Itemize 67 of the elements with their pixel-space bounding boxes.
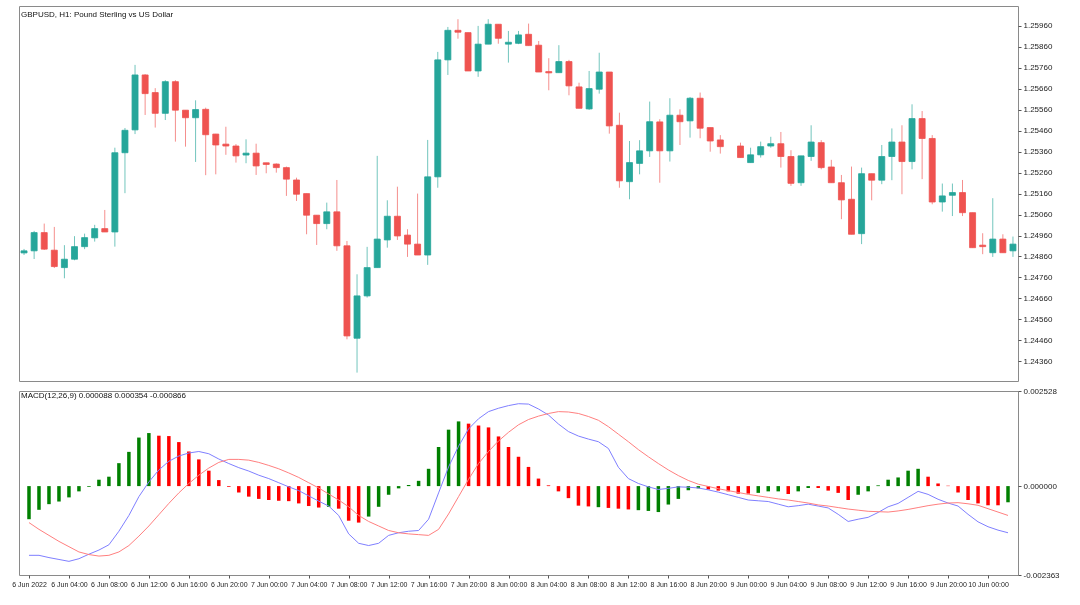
bar (856, 486, 860, 495)
y-tick-label: 1.25360 (1023, 147, 1053, 157)
bar (77, 486, 81, 492)
bar (776, 486, 780, 492)
bar (217, 480, 221, 487)
bar (157, 435, 161, 487)
y-tick-label: 1.25960 (1023, 21, 1053, 31)
bar (67, 486, 71, 498)
bar (107, 476, 111, 487)
bar (267, 486, 271, 501)
bar (207, 470, 211, 487)
bar (936, 483, 940, 487)
bar (27, 486, 31, 520)
chart-title: GBPUSD, H1: Pound Sterling vs US Dollar (21, 10, 174, 19)
y-tick-label: 1.25160 (1023, 189, 1053, 199)
bar (916, 468, 920, 487)
bar (37, 486, 41, 510)
y-tick-label: 0.002528 (1023, 386, 1058, 396)
bar (766, 486, 770, 492)
bar (826, 486, 830, 491)
bar (137, 437, 141, 487)
bar (746, 486, 751, 494)
y-tick-label: 1.24460 (1023, 335, 1053, 345)
bar (996, 486, 1000, 506)
bar (386, 486, 391, 495)
y-tick-label: 1.24960 (1023, 231, 1053, 241)
bar (786, 486, 790, 494)
bar (57, 486, 61, 502)
bar (247, 486, 251, 497)
bar (976, 486, 980, 504)
y-tick-label: 1.25560 (1023, 105, 1053, 115)
bar (846, 486, 850, 501)
y-tick-label: 1.24560 (1023, 314, 1053, 324)
bar (966, 486, 970, 501)
bar (956, 486, 960, 493)
bar (177, 442, 181, 487)
y-tick-label: 1.25860 (1023, 42, 1053, 52)
y-tick-label: -0.002363 (1023, 570, 1061, 580)
bar (127, 451, 131, 487)
bar (836, 486, 840, 493)
y-tick-label: 1.24660 (1023, 293, 1053, 303)
bar (197, 459, 201, 487)
bar (97, 479, 101, 487)
bar (926, 476, 930, 487)
bar (147, 433, 151, 487)
bar (1006, 486, 1010, 503)
bar (796, 486, 800, 492)
y-tick-label: 1.25760 (1023, 63, 1053, 73)
y-tick-label: 0.000000 (1023, 481, 1058, 491)
bar (167, 436, 171, 487)
bar (986, 486, 990, 506)
bar (47, 486, 51, 505)
y-tick-label: 1.25460 (1023, 126, 1053, 136)
y-tick-label: 1.25060 (1023, 210, 1053, 220)
bar (896, 477, 900, 487)
y-tick-label: 1.24360 (1023, 356, 1053, 366)
y-tick-label: 1.25660 (1023, 84, 1053, 94)
chart-title: MACD(12,26,9) 0.000088 0.000354 -0.000866 (21, 391, 187, 400)
bar (237, 486, 241, 493)
bar (257, 486, 261, 499)
bar (866, 486, 870, 492)
y-tick-label: 1.24860 (1023, 251, 1053, 261)
y-tick-label: 1.24760 (1023, 272, 1053, 282)
y-tick-label: 1.25260 (1023, 168, 1053, 178)
bar (886, 479, 890, 487)
bar (906, 470, 910, 487)
bar (117, 463, 121, 487)
